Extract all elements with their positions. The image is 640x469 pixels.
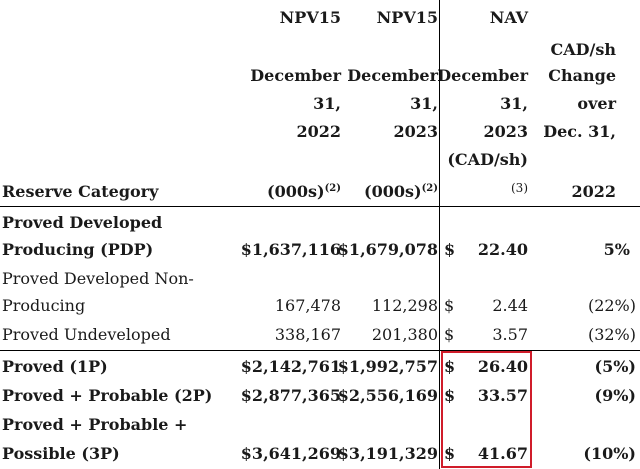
header-npv2023-day: 31, [410,94,438,113]
header-npv2023-year: 2023 [393,122,438,141]
header-npv2022-day: 31, [313,94,341,113]
cell-npv2022: $3,641,269 [240,444,341,463]
cell-currency: $ [444,325,455,344]
header-nav-unit: (CAD/sh) [447,150,528,169]
cell-change: (10%) [583,444,636,463]
row-label-line1: Proved Developed Non- [2,269,194,288]
cell-npv2023: $2,556,169 [337,386,438,405]
header-npv2022-unit: (000s)(2) [267,182,341,201]
cell-change: (5%) [594,357,636,376]
header-nav-title: NAV [489,8,528,27]
cell-nav: 3.57 [492,325,528,344]
header-npv2022-title: NPV15 [279,8,341,27]
cell-nav: 22.40 [477,240,528,259]
row-label-line2: Producing [2,296,86,315]
header-nav-month: December [437,66,528,85]
header-nav-day: 31, [500,94,528,113]
header-reserve-category: Reserve Category [2,182,159,201]
row-label-line1: Proved + Probable + [2,415,188,434]
subtotal-rule [0,350,640,351]
cell-nav: 41.67 [477,444,528,463]
row-label-line1: Proved (1P) [2,357,108,376]
cell-change: 5% [603,240,630,259]
header-change-line2: Change [548,66,616,85]
cell-npv2023: $1,679,078 [337,240,438,259]
header-npv2023-month: December [347,66,438,85]
cell-npv2022: $1,637,116 [240,240,341,259]
header-change-line1: CAD/sh [550,40,616,59]
cell-currency: $ [444,357,456,376]
cell-npv2022: 338,167 [274,325,341,344]
header-change-line5: 2022 [571,182,616,201]
header-rule [0,206,640,207]
row-label-line2: Possible (3P) [2,444,120,463]
cell-nav: 2.44 [492,296,528,315]
row-label-line2: Producing (PDP) [2,240,154,259]
header-nav-footnote: (3) [511,181,528,195]
header-nav-year: 2023 [483,122,528,141]
cell-nav: 33.57 [477,386,528,405]
header-change-line4: Dec. 31, [543,122,616,141]
cell-currency: $ [444,444,456,463]
cell-npv2022: 167,478 [274,296,341,315]
cell-change: (22%) [587,296,636,315]
cell-currency: $ [444,296,455,315]
cell-currency: $ [444,386,456,405]
cell-currency: $ [444,240,456,259]
header-npv2022-year: 2022 [296,122,341,141]
row-label-line1: Proved Developed [2,213,163,232]
header-npv2022-month: December [250,66,341,85]
cell-change: (9%) [594,386,636,405]
cell-npv2023: 112,298 [371,296,438,315]
cell-nav: 26.40 [477,357,528,376]
nav-highlight-box [441,351,532,468]
cell-npv2023: $3,191,329 [337,444,438,463]
cell-npv2022: $2,877,365 [240,386,341,405]
cell-change: (32%) [587,325,636,344]
cell-npv2023: 201,380 [371,325,438,344]
header-npv2023-unit: (000s)(2) [364,182,438,201]
cell-npv2022: $2,142,761 [240,357,341,376]
header-change-line3: over [577,94,616,113]
nav-column-divider [439,0,440,469]
cell-npv2023: $1,992,757 [337,357,438,376]
header-npv2023-title: NPV15 [376,8,438,27]
row-label-line1: Proved + Probable (2P) [2,386,213,405]
row-label-line1: Proved Undeveloped [2,325,171,344]
